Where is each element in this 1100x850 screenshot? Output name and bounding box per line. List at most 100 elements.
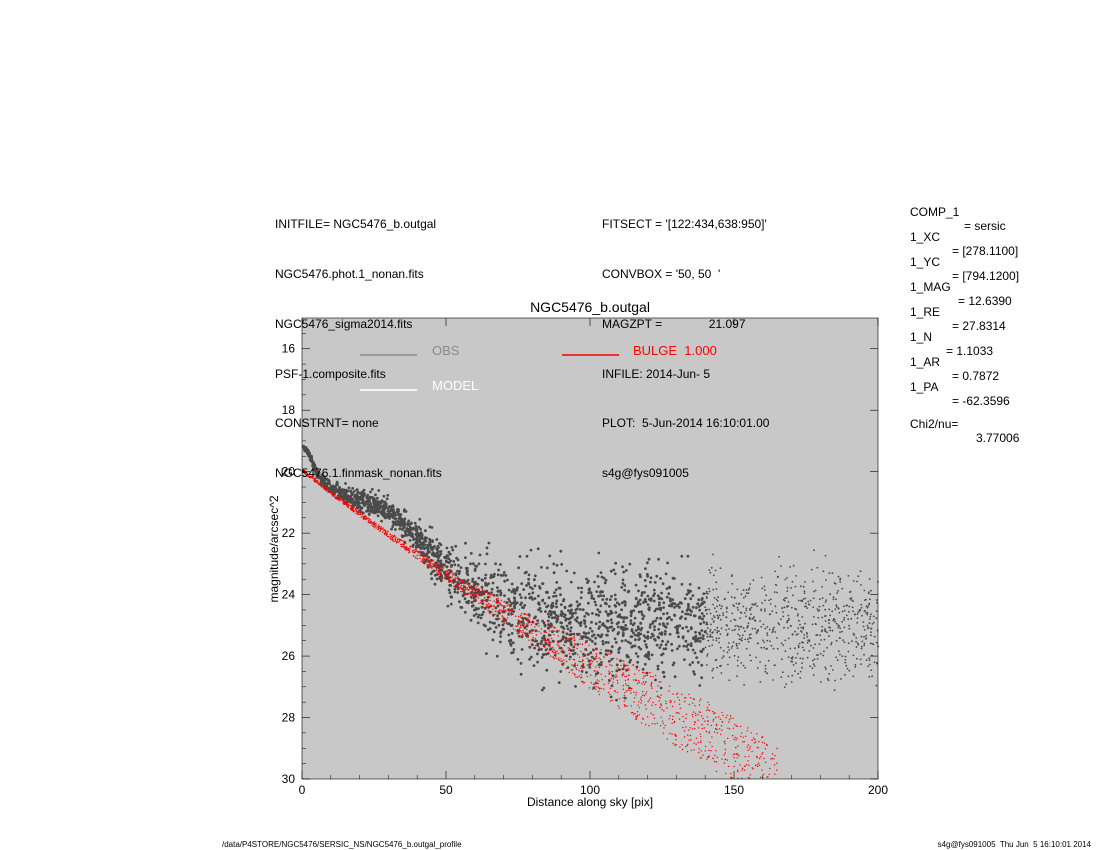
bulge-point bbox=[710, 750, 712, 752]
obs-point bbox=[555, 614, 558, 617]
obs-point bbox=[327, 480, 330, 483]
obs-point bbox=[586, 636, 590, 640]
legend-model-label: MODEL bbox=[432, 378, 478, 393]
obs-point bbox=[715, 588, 718, 590]
obs-point bbox=[462, 578, 466, 582]
bulge-point bbox=[593, 649, 595, 651]
obs-point bbox=[380, 509, 384, 513]
obs-point bbox=[772, 647, 775, 650]
obs-point bbox=[748, 587, 751, 590]
obs-point bbox=[700, 663, 704, 667]
bulge-point bbox=[678, 703, 681, 705]
obs-point bbox=[731, 612, 734, 615]
bulge-point bbox=[734, 760, 737, 762]
bulge-point bbox=[474, 586, 476, 589]
bulge-point bbox=[751, 739, 753, 741]
obs-point bbox=[643, 662, 647, 666]
bulge-point bbox=[457, 583, 460, 586]
bulge-point bbox=[735, 739, 737, 741]
bulge-point bbox=[492, 608, 494, 610]
obs-point bbox=[529, 548, 533, 552]
bulge-point bbox=[640, 702, 642, 704]
obs-point bbox=[856, 642, 859, 645]
obs-point bbox=[797, 619, 800, 622]
obs-point bbox=[788, 617, 790, 620]
bulge-point bbox=[445, 573, 447, 575]
obs-point bbox=[819, 681, 822, 683]
obs-point bbox=[495, 593, 499, 597]
bulge-point bbox=[370, 522, 373, 524]
obs-point bbox=[795, 662, 797, 664]
obs-point bbox=[396, 511, 400, 514]
bulge-point bbox=[578, 670, 580, 672]
obs-point bbox=[644, 643, 648, 646]
bulge-point bbox=[689, 727, 691, 729]
obs-point bbox=[606, 627, 609, 630]
obs-point bbox=[659, 606, 663, 610]
bulge-point bbox=[480, 602, 482, 604]
obs-point bbox=[774, 583, 777, 586]
obs-point bbox=[764, 627, 767, 630]
obs-point bbox=[763, 585, 766, 588]
bulge-point bbox=[531, 632, 533, 634]
bulge-point bbox=[708, 755, 710, 757]
obs-point bbox=[673, 675, 677, 679]
obs-point bbox=[641, 617, 645, 621]
bulge-point bbox=[675, 693, 678, 696]
obs-point bbox=[540, 647, 543, 651]
bulge-point bbox=[706, 709, 708, 711]
obs-point bbox=[415, 529, 419, 533]
obs-point bbox=[559, 639, 562, 643]
obs-point bbox=[419, 531, 423, 535]
bulge-point bbox=[605, 651, 607, 653]
obs-point bbox=[735, 602, 738, 605]
bulge-point bbox=[405, 542, 407, 544]
obs-point bbox=[541, 598, 545, 602]
obs-point bbox=[844, 655, 847, 658]
bulge-point bbox=[402, 545, 404, 548]
obs-point bbox=[625, 616, 629, 620]
bulge-point bbox=[568, 647, 571, 649]
obs-point bbox=[655, 643, 659, 647]
obs-point bbox=[865, 637, 868, 640]
obs-point bbox=[687, 605, 690, 608]
bulge-point bbox=[441, 566, 443, 569]
obs-point bbox=[677, 603, 680, 606]
obs-point bbox=[382, 515, 386, 518]
obs-point bbox=[722, 650, 725, 652]
bulge-point bbox=[715, 750, 717, 752]
bulge-point bbox=[635, 691, 637, 694]
obs-point bbox=[673, 602, 677, 606]
bulge-point bbox=[666, 707, 668, 709]
obs-point bbox=[770, 598, 772, 601]
obs-point bbox=[480, 585, 484, 589]
bulge-point bbox=[429, 564, 431, 567]
bulge-point bbox=[557, 645, 559, 647]
bulge-point bbox=[595, 666, 597, 668]
obs-point bbox=[525, 618, 529, 621]
bulge-point bbox=[672, 715, 674, 718]
bulge-point bbox=[614, 676, 617, 678]
obs-point bbox=[828, 635, 830, 638]
bulge-point bbox=[416, 554, 418, 556]
bulge-point bbox=[464, 589, 467, 591]
obs-point bbox=[433, 553, 437, 557]
bulge-point bbox=[655, 674, 657, 677]
bulge-point bbox=[510, 614, 513, 616]
bulge-point bbox=[403, 547, 405, 549]
bulge-point bbox=[735, 746, 737, 749]
bulge-point bbox=[401, 546, 403, 548]
obs-point bbox=[837, 607, 840, 610]
bulge-point bbox=[605, 666, 607, 668]
bulge-point bbox=[543, 631, 545, 633]
obs-point bbox=[693, 614, 697, 618]
bulge-point bbox=[551, 651, 554, 653]
obs-point bbox=[659, 643, 663, 647]
obs-point bbox=[368, 496, 372, 500]
bulge-point bbox=[520, 631, 523, 633]
bulge-point bbox=[700, 736, 702, 738]
obs-point bbox=[638, 598, 642, 602]
obs-point bbox=[658, 646, 662, 649]
obs-point bbox=[816, 608, 819, 610]
bulge-point bbox=[482, 592, 484, 595]
